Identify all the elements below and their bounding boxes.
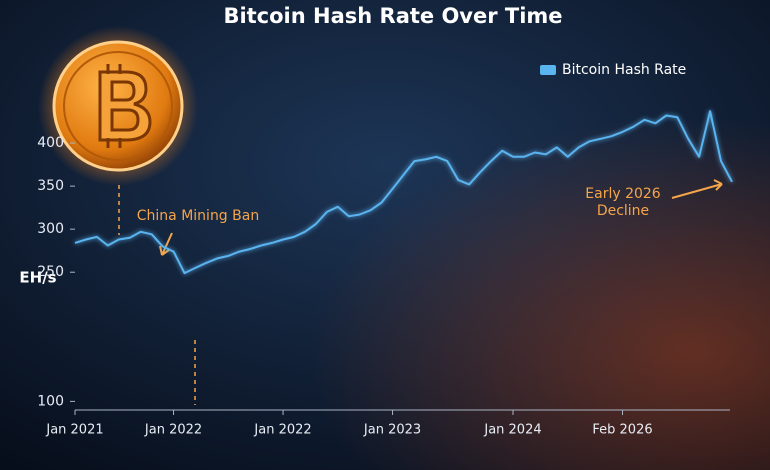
data-line [74, 110, 733, 275]
y-axis-label: EH/s [19, 269, 56, 287]
legend-label: Bitcoin Hash Rate [562, 62, 686, 78]
annotation-arrow [159, 232, 173, 256]
coin-rim [63, 51, 173, 161]
annotation: China Mining Ban [136, 208, 260, 224]
x-tick-label: Jan 2021 [45, 423, 103, 438]
chart-title: Bitcoin Hash Rate Over Time [223, 4, 562, 28]
y-tick-label: 100 [37, 393, 64, 409]
annotation: Early 2026 Decline [585, 186, 661, 219]
y-tick-label: 400 [37, 135, 64, 151]
x-tick-label: Jan 2022 [144, 423, 202, 438]
x-tick-label: Feb 2026 [592, 423, 652, 438]
annotation-arrow [671, 179, 723, 199]
x-tick-label: Jan 2022 [253, 423, 311, 438]
x-tick-label: Jan 2023 [363, 423, 421, 438]
y-tick-label: 350 [37, 178, 64, 194]
legend-swatch [540, 65, 556, 75]
y-tick-label: 250 [37, 264, 64, 280]
bitcoin-glyph [98, 64, 152, 148]
y-tick-label: 300 [37, 221, 64, 237]
x-tick-label: Jan 2024 [483, 423, 541, 438]
